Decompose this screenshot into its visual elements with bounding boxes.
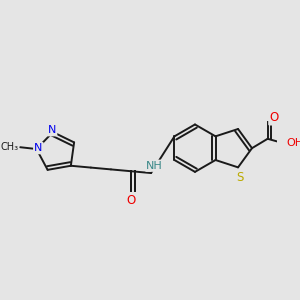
- Text: N: N: [48, 125, 56, 135]
- Text: O: O: [126, 194, 136, 207]
- Text: NH: NH: [146, 161, 163, 171]
- Text: O: O: [269, 111, 279, 124]
- Text: OH: OH: [286, 138, 300, 148]
- Text: CH₃: CH₃: [0, 142, 18, 152]
- Text: S: S: [236, 171, 244, 184]
- Text: N: N: [34, 143, 43, 153]
